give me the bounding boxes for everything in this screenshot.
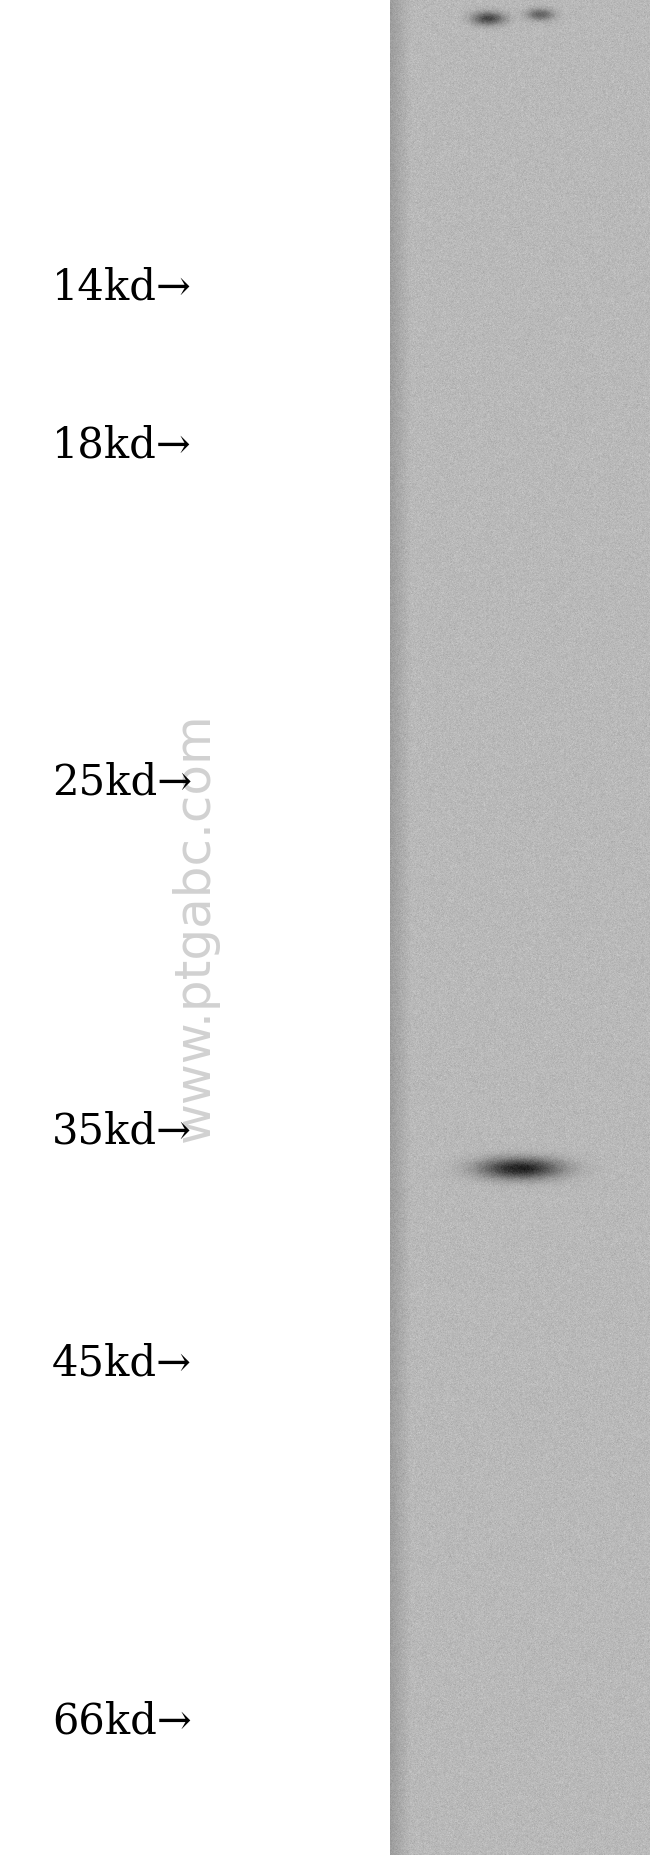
Text: 18kd→: 18kd→ bbox=[52, 425, 192, 466]
Text: 66kd→: 66kd→ bbox=[52, 1701, 192, 1742]
Text: 45kd→: 45kd→ bbox=[52, 1343, 192, 1384]
Text: 35kd→: 35kd→ bbox=[52, 1111, 192, 1152]
Text: 14kd→: 14kd→ bbox=[52, 267, 192, 308]
Text: 25kd→: 25kd→ bbox=[52, 762, 192, 803]
Text: www.ptgabc.com: www.ptgabc.com bbox=[171, 712, 219, 1143]
